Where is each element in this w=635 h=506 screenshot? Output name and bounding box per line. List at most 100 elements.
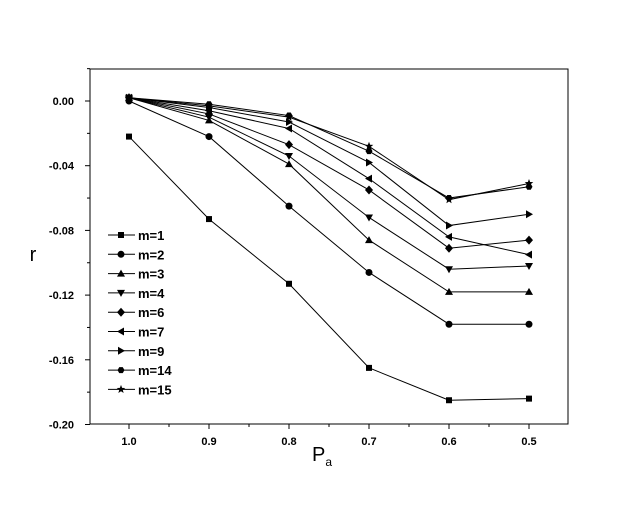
legend-item: m=7	[108, 325, 164, 340]
series-layer	[124, 93, 534, 404]
legend-label: m=15	[138, 382, 172, 397]
series-line	[128, 97, 530, 256]
marker-triangle-up	[445, 287, 453, 295]
marker-triangle-down	[445, 266, 453, 274]
marker-star	[444, 195, 454, 204]
series-m-3	[125, 93, 533, 295]
legend-label: m=3	[138, 267, 164, 282]
series-m-6	[125, 93, 533, 253]
series-line	[128, 97, 530, 227]
marker-triangle-right	[118, 346, 125, 355]
marker-triangle-down	[285, 152, 293, 160]
series-m-15	[124, 93, 534, 204]
y-tick-label: -0.20	[49, 420, 74, 432]
marker-triangle-right	[526, 210, 533, 219]
series-line	[128, 97, 530, 201]
legend-item: m=2	[108, 247, 164, 262]
marker-square	[366, 364, 372, 371]
legend-item: m=4	[108, 286, 165, 301]
marker-triangle-down	[525, 262, 533, 270]
x-axis-label-main: P	[312, 444, 325, 466]
marker-triangle-left	[285, 124, 292, 133]
x-tick-label: 0.5	[521, 436, 536, 448]
legend: m=1 m=2 m=3 m=4 m=6 m=7 m=9 m=14 m=15	[108, 228, 172, 397]
marker-diamond	[445, 243, 453, 253]
marker-triangle-right	[446, 221, 453, 230]
marker-triangle-down	[117, 289, 125, 297]
marker-triangle-up	[285, 160, 293, 168]
marker-diamond	[365, 185, 373, 195]
marker-triangle-left	[117, 327, 124, 336]
series-line	[128, 100, 529, 325]
marker-star	[204, 101, 214, 110]
series-line	[128, 97, 530, 270]
marker-star	[364, 141, 374, 150]
x-tick-label: 0.6	[441, 436, 456, 448]
marker-triangle-left	[445, 232, 452, 241]
marker-diamond	[117, 307, 125, 317]
marker-triangle-left	[525, 250, 532, 259]
legend-label: m=4	[138, 286, 165, 301]
marker-triangle-up	[525, 287, 533, 295]
marker-square	[126, 133, 132, 140]
marker-star	[284, 112, 294, 121]
legend-item: m=14	[108, 363, 172, 378]
x-tick-label: 1.0	[121, 436, 136, 448]
marker-circle	[525, 320, 533, 328]
y-axis-label: r	[30, 244, 37, 266]
x-tick-label: 0.8	[281, 436, 296, 448]
marker-triangle-right	[366, 158, 373, 167]
marker-square	[206, 216, 212, 223]
marker-star	[524, 178, 534, 188]
series-m-14	[125, 94, 533, 202]
marker-square	[446, 397, 452, 404]
marker-circle	[445, 320, 453, 328]
y-axis-ticks: 0.00 -0.04 -0.08 -0.12 -0.16 -0.20	[49, 68, 90, 432]
marker-diamond	[525, 235, 533, 245]
marker-triangle-up	[365, 236, 373, 244]
legend-item: m=9	[108, 344, 164, 359]
y-tick-label: -0.08	[49, 225, 74, 237]
x-tick-label: 0.9	[201, 436, 216, 448]
x-axis-label-subscript: a	[325, 455, 332, 469]
marker-diamond	[285, 140, 293, 150]
x-axis-label: Pa	[312, 444, 332, 469]
y-tick-label: -0.12	[49, 290, 74, 302]
series-m-4	[125, 94, 533, 274]
legend-label: m=7	[138, 325, 164, 340]
series-line	[128, 97, 529, 293]
x-axis-ticks: 1.0 0.9 0.8 0.7 0.6 0.5	[121, 424, 537, 448]
legend-label: m=1	[138, 228, 164, 243]
legend-item: m=6	[108, 305, 164, 320]
marker-square	[526, 395, 532, 402]
series-line	[128, 136, 530, 401]
y-tick-label: 0.00	[53, 96, 74, 108]
series-m-1	[126, 133, 532, 404]
legend-label: m=9	[138, 344, 164, 359]
marker-triangle-up	[117, 269, 125, 277]
series-line	[128, 97, 530, 249]
legend-item: m=1	[108, 228, 164, 243]
marker-square	[118, 232, 124, 238]
marker-triangle-down	[365, 214, 373, 222]
legend-label: m=2	[138, 247, 164, 262]
legend-item: m=3	[108, 267, 164, 282]
x-tick-label: 0.7	[361, 436, 376, 448]
marker-triangle-right	[286, 118, 293, 127]
series-line	[128, 97, 530, 199]
marker-triangle-left	[365, 174, 372, 183]
marker-hexagon	[365, 148, 373, 155]
y-tick-label: -0.04	[49, 161, 75, 173]
marker-star	[116, 384, 126, 394]
marker-star	[124, 93, 134, 102]
y-tick-label: -0.16	[49, 355, 74, 367]
marker-circle	[117, 250, 125, 258]
marker-circle	[205, 133, 213, 141]
marker-square	[286, 280, 292, 287]
marker-circle	[365, 268, 373, 276]
legend-item: m=15	[108, 382, 172, 397]
marker-circle	[285, 202, 293, 210]
marker-hexagon	[117, 367, 125, 374]
legend-label: m=14	[138, 363, 172, 378]
